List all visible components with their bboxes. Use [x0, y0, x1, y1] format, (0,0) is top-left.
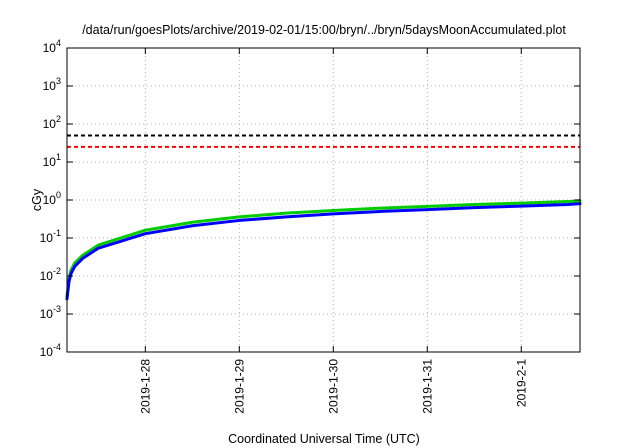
y-tick-base: 10 — [40, 269, 54, 283]
grid — [67, 48, 580, 352]
y-tick-exponent: 2 — [56, 114, 61, 124]
series-line — [65, 199, 582, 298]
series-lines — [65, 199, 582, 301]
y-tick-base: 10 — [43, 155, 57, 169]
y-tick-base: 10 — [43, 79, 57, 93]
y-tick-exponent: 3 — [56, 76, 61, 86]
y-axis-label: cGy — [30, 188, 44, 211]
y-tick-label: 103 — [43, 76, 61, 93]
x-tick-label: 2019-1-30 — [326, 359, 340, 414]
y-tick-base: 10 — [43, 117, 57, 131]
x-tick-label: 2019-2-1 — [514, 359, 528, 407]
y-tick-exponent: 0 — [56, 190, 61, 200]
y-tick-base: 10 — [43, 193, 57, 207]
y-tick-base: 10 — [40, 345, 54, 359]
y-tick-base: 10 — [43, 41, 57, 55]
y-tick-exponent: 1 — [56, 152, 61, 162]
x-axis-label: Coordinated Universal Time (UTC) — [228, 432, 420, 446]
x-tick-label: 2019-1-29 — [232, 359, 246, 414]
y-tick-label: 10-2 — [40, 266, 61, 283]
y-tick-label: 10-3 — [40, 304, 61, 321]
y-tick-base: 10 — [40, 307, 54, 321]
threshold-lines — [67, 134, 580, 148]
y-tick-label: 104 — [43, 38, 61, 55]
axis-ticks: 10-410-310-210-11001011021031042019-1-28… — [40, 38, 580, 414]
y-tick-label: 102 — [43, 114, 61, 131]
chart-title: /data/run/goesPlots/archive/2019-02-01/1… — [82, 23, 566, 37]
series-line — [65, 202, 582, 301]
x-tick-label: 2019-1-28 — [138, 359, 152, 414]
y-tick-base: 10 — [40, 231, 54, 245]
y-tick-exponent: -3 — [53, 304, 61, 314]
y-tick-exponent: -2 — [53, 266, 61, 276]
x-tick-label: 2019-1-31 — [420, 359, 434, 414]
y-tick-label: 101 — [43, 152, 61, 169]
y-tick-exponent: 4 — [56, 38, 61, 48]
y-tick-label: 10-1 — [40, 228, 61, 245]
y-tick-label: 10-4 — [40, 342, 61, 359]
y-tick-exponent: -1 — [53, 228, 61, 238]
y-tick-exponent: -4 — [53, 342, 61, 352]
y-tick-label: 100 — [43, 190, 61, 207]
